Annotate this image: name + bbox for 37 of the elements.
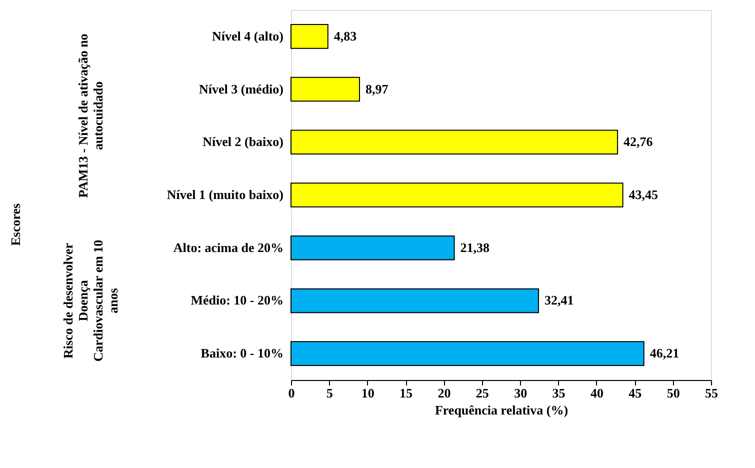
x-axis-title: Frequência relativa (%): [434, 402, 568, 418]
bar: [290, 182, 624, 208]
text: Escores: [8, 203, 23, 246]
data-label: 8,97: [366, 81, 389, 96]
bar: [290, 76, 360, 102]
bar: [290, 288, 539, 314]
x-tick-label: 15: [400, 386, 414, 400]
data-label: 4,83: [334, 28, 358, 44]
x-tick-label: 55: [705, 386, 718, 400]
x-tick-label: 0: [288, 386, 295, 400]
x-tick-label: 5: [326, 386, 334, 400]
y-tick-label: Nível 3 (médio): [199, 81, 284, 96]
text: PAM13 - Nível de ativação no autocuidado: [76, 34, 106, 198]
x-tick-label: 30: [514, 386, 528, 400]
x-tick-label: 50: [666, 386, 680, 400]
y-tick-label: Nível 4 (alto): [212, 28, 284, 44]
x-tick-label: 35: [552, 386, 566, 400]
bar: [290, 130, 618, 155]
data-label: 46,21: [650, 346, 680, 361]
bar: [290, 341, 644, 366]
y-tick-label: Médio: 10 - 20%: [190, 292, 284, 308]
y-tick-label: Nível 2 (baixo): [202, 134, 284, 150]
data-label: 43,45: [628, 187, 659, 202]
bar: [290, 24, 328, 49]
y-tick-label: Baixo: 0 - 10%: [200, 346, 284, 361]
data-label: 21,38: [460, 240, 490, 255]
x-tick-label: 40: [590, 386, 604, 400]
text: Risco de desenvolver Doença Cardiovascular em 10 anos: [60, 240, 120, 362]
bar: [290, 235, 455, 260]
data-label: 32,41: [544, 292, 574, 308]
x-tick-label: 20: [438, 386, 451, 400]
x-tick-label: 25: [476, 386, 490, 400]
data-label: 42,76: [624, 134, 654, 150]
y-tick-label: Alto: acima de 20%: [173, 240, 284, 255]
y-tick-label: Nível 1 (muito baixo): [166, 187, 284, 202]
x-tick-label: 45: [628, 386, 642, 400]
x-tick-label: 10: [361, 386, 374, 400]
